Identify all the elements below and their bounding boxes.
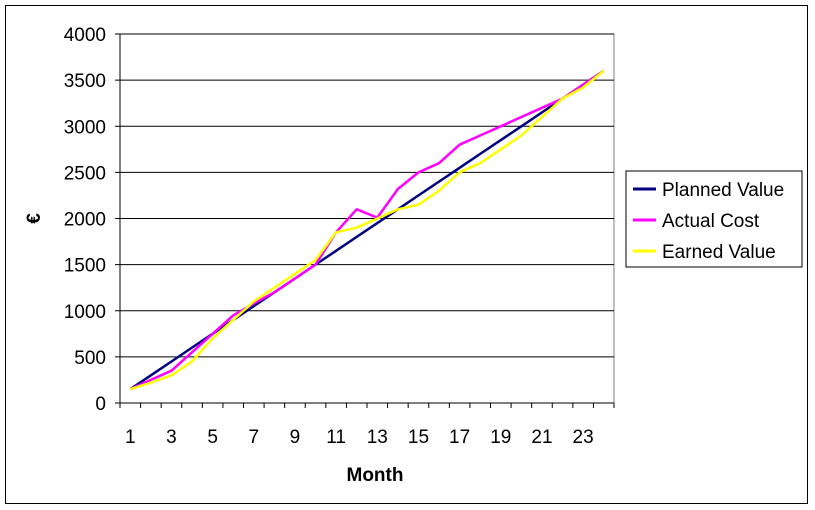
y-tick-label: 4000	[64, 25, 106, 46]
y-tick-label: 1500	[64, 256, 106, 277]
legend-label-3: Earned Value	[662, 242, 776, 263]
x-tick-label: 7	[249, 427, 260, 448]
x-tick-label: 11	[326, 427, 346, 448]
x-tick-label: 15	[408, 427, 429, 448]
y-tick-label: 3000	[64, 117, 106, 138]
x-tick-label: 21	[531, 427, 552, 448]
legend-label-1: Planned Value	[662, 180, 784, 201]
legend-label-2: Actual Cost	[662, 211, 760, 232]
y-axis-title: €	[24, 213, 45, 224]
y-tick-label: 2500	[64, 163, 106, 184]
y-tick-label: 3500	[64, 71, 106, 92]
series-line-3	[129, 69, 605, 391]
x-tick-label: 1	[125, 427, 136, 448]
x-tick-label: 19	[490, 427, 511, 448]
x-tick-label: 9	[290, 427, 301, 448]
x-tick-label: 23	[573, 427, 594, 448]
y-tick-label: 500	[74, 348, 106, 369]
series-line-2	[129, 69, 605, 391]
x-tick-label: 13	[367, 427, 388, 448]
y-tick-label: 2000	[64, 210, 106, 231]
x-tick-label: 3	[166, 427, 177, 448]
x-axis-title: Month	[347, 465, 404, 486]
x-tick-label: 5	[207, 427, 218, 448]
y-tick-label: 1000	[64, 302, 106, 323]
x-tick-label: 17	[449, 427, 470, 448]
y-tick-label: 0	[95, 394, 106, 415]
